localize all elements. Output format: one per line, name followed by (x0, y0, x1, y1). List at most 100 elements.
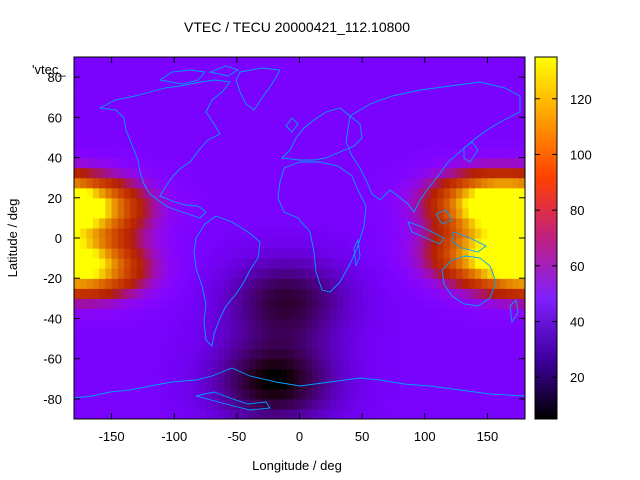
heatmap-cell (299, 338, 307, 350)
heatmap-cell (330, 177, 338, 189)
heatmap-cell (431, 157, 438, 169)
heatmap-cell (111, 117, 119, 128)
heatmap-cell (117, 77, 125, 88)
heatmap-cell (487, 197, 495, 209)
heatmap-cell (205, 278, 213, 289)
heatmap-cell (355, 127, 363, 139)
heatmap-cell (399, 167, 407, 179)
heatmap-cell (431, 97, 438, 108)
heatmap-cell (412, 117, 420, 128)
heatmap-cell (161, 278, 169, 289)
heatmap-cell (487, 398, 495, 410)
heatmap-cell (86, 258, 94, 269)
heatmap-cell (387, 67, 395, 78)
heatmap-cell (86, 227, 94, 239)
heatmap-cell (299, 147, 307, 159)
heatmap-cell (362, 57, 369, 68)
heatmap-cell (518, 97, 525, 108)
heatmap-cell (230, 288, 238, 299)
heatmap-cell (512, 157, 520, 169)
heatmap-cell (468, 187, 476, 199)
heatmap-cell (124, 348, 131, 360)
heatmap-cell (456, 408, 463, 419)
heatmap-cell (443, 87, 451, 98)
heatmap-cell (312, 117, 319, 128)
heatmap-cell (362, 167, 369, 179)
heatmap-cell (211, 67, 219, 78)
heatmap-cell (312, 167, 319, 179)
heatmap-cell (468, 298, 476, 309)
heatmap-cell (249, 197, 257, 209)
heatmap-cell (255, 107, 263, 118)
heatmap-cell (180, 167, 188, 179)
heatmap-cell (236, 408, 244, 419)
heatmap-cell (186, 77, 194, 88)
heatmap-cell (431, 137, 438, 149)
heatmap-cell (293, 167, 301, 179)
heatmap-cell (274, 368, 282, 380)
heatmap-cell (230, 238, 238, 249)
heatmap-cell (324, 248, 332, 259)
heatmap-cell (318, 127, 326, 139)
heatmap-cell (186, 87, 194, 98)
heatmap-cell (456, 197, 463, 209)
heatmap-cell (124, 268, 131, 279)
heatmap-cell (299, 227, 307, 239)
heatmap-cell (105, 348, 113, 360)
heatmap-cell (380, 97, 388, 108)
colorbar-tick-label: 20 (570, 370, 584, 385)
heatmap-cell (199, 67, 207, 78)
heatmap-cell (211, 318, 219, 330)
heatmap-cell (174, 147, 182, 159)
heatmap-cell (380, 227, 388, 239)
heatmap-cell (211, 268, 219, 279)
heatmap-cell (155, 197, 163, 209)
heatmap-cell (456, 207, 463, 219)
heatmap-cell (337, 248, 344, 259)
heatmap-cell (318, 107, 326, 118)
heatmap-cell (431, 258, 438, 269)
heatmap-cell (136, 358, 144, 370)
heatmap-cell (355, 117, 363, 128)
heatmap-cell (468, 227, 476, 239)
heatmap-cell (186, 197, 194, 209)
heatmap-cell (387, 328, 395, 340)
heatmap-cell (424, 177, 432, 189)
heatmap-cell (155, 238, 163, 249)
heatmap-cell (399, 388, 407, 400)
heatmap-cell (236, 137, 244, 149)
heatmap-cell (512, 117, 520, 128)
heatmap-cell (387, 227, 395, 239)
heatmap-cell (149, 308, 157, 320)
heatmap-cell (362, 227, 369, 239)
coastline-madagascar (353, 238, 361, 267)
heatmap-cell (431, 67, 438, 78)
heatmap-cell (305, 77, 313, 88)
heatmap-cell (74, 67, 81, 78)
heatmap-cell (117, 368, 125, 380)
heatmap-cell (481, 57, 489, 68)
heatmap-cell (474, 308, 482, 320)
heatmap-cell (481, 227, 489, 239)
heatmap-cell (499, 408, 507, 419)
heatmap-cell (293, 278, 301, 289)
heatmap-cell (193, 67, 200, 78)
heatmap-cell (393, 67, 401, 78)
heatmap-cell (355, 87, 363, 98)
heatmap-cell (117, 378, 125, 390)
heatmap-cell (218, 308, 225, 320)
heatmap-cell (437, 77, 445, 88)
heatmap-cell (318, 408, 326, 419)
heatmap-cell (117, 187, 125, 199)
heatmap-cell (355, 258, 363, 269)
heatmap-cell (355, 398, 363, 410)
heatmap-cell (399, 157, 407, 169)
heatmap-cell (174, 217, 182, 229)
heatmap-cell (280, 117, 288, 128)
heatmap-cell (174, 368, 182, 380)
heatmap-cell (506, 348, 514, 360)
heatmap-cell (499, 288, 507, 299)
heatmap-cell (418, 408, 426, 419)
heatmap-cell (255, 348, 263, 360)
y-tick-label: 80 (48, 70, 62, 85)
